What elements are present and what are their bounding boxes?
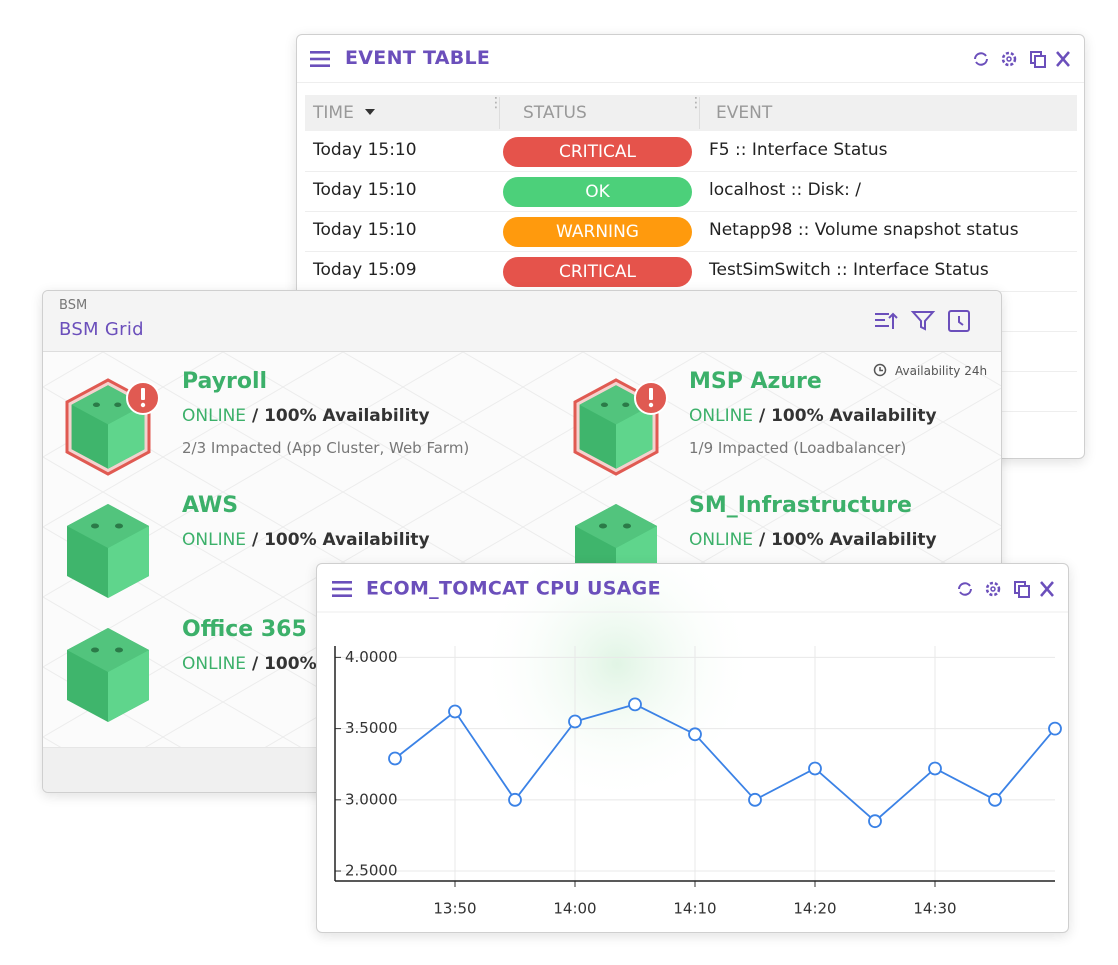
availability: / 100% Availability [251,406,430,426]
data-point [808,761,822,776]
data-point [448,704,462,719]
chart-panel: ECOM_TOMCAT CPU USAGE 2.5000 3.0000 3.5000… [316,563,1069,933]
data-point [748,792,762,807]
chart-title: ECOM_TOMCAT CPU USAGE [366,578,661,600]
availability-window: Availability 24h [895,364,988,378]
column-header[interactable]: TIME [313,103,354,123]
panel-tools[interactable] [971,49,1071,69]
event-cell: localhost :: Disk: / [709,180,861,200]
service-status: ONLINE / 100% Availability [182,406,430,426]
time-cell: Today 15:10 [313,140,417,160]
impacted: 2/3 Impacted (App Cluster, Web Farm) [182,439,470,457]
y-tick-label: 4.0000 [345,648,398,666]
table-row [305,172,1077,212]
event-cell: TestSimSwitch :: Interface Status [709,260,989,280]
time-cell: Today 15:10 [313,180,417,200]
y-tick-label: 3.0000 [345,790,398,808]
status: ONLINE [689,530,754,550]
data-point [1048,721,1062,736]
service-name: Office 365 [182,617,307,642]
x-tick-label: 13:50 [433,900,476,918]
chart: ECOM_TOMCAT CPU USAGE 2.5000 3.0000 3.5000… [317,564,1068,918]
service-name: AWS [182,493,239,518]
status-pill: WARNING [503,217,692,247]
service-icon[interactable] [571,377,671,481]
status-pill: OK [503,177,692,207]
status-pill: CRITICAL [503,257,692,287]
y-tick-label: 2.5000 [345,862,398,880]
service-status: ONLINE / 100% Availability [689,406,937,426]
time-cell: Today 15:09 [313,260,417,280]
status: ONLINE [182,406,247,426]
event-cell: Netapp98 :: Volume snapshot status [709,220,1019,240]
status: ONLINE [689,406,754,426]
column-header[interactable]: STATUS [523,103,587,123]
data-point [868,814,882,829]
x-tick-label: 14:20 [793,900,836,918]
event-cell: F5 :: Interface Status [709,140,888,160]
status-pill: CRITICAL [503,137,692,167]
table-row [305,132,1077,172]
sort-icon [365,109,375,115]
series-line [394,703,1056,823]
panel-title: BSM Grid [59,319,144,340]
service-name: MSP Azure [689,369,822,394]
status: ONLINE [182,530,247,550]
service-icon[interactable] [63,625,163,729]
table-row [305,212,1077,252]
x-tick-label: 14:30 [913,900,956,918]
y-tick-label: 3.5000 [345,719,398,737]
panel-title: EVENT TABLE [345,47,491,69]
col-handle: ⋮ [489,95,503,111]
data-point [628,697,642,712]
section-label: BSM [59,298,88,313]
status: ONLINE [182,654,247,674]
impacted: 1/9 Impacted (Loadbalancer) [689,439,907,457]
availability: / 100% Availability [251,530,430,550]
service-icon[interactable] [63,377,163,481]
availability: / 100% Availability [758,406,937,426]
data-point [988,792,1002,807]
table-header [305,95,1077,131]
service-icon[interactable] [63,501,163,605]
time-cell: Today 15:10 [313,220,417,240]
service-name: Payroll [182,369,268,394]
data-point [508,792,522,807]
service-name: SM_Infrastructure [689,493,912,518]
clock-icon [873,363,887,377]
availability: / 100% Availability [758,530,937,550]
data-point [928,761,942,776]
column-header[interactable]: EVENT [716,103,773,123]
col-handle: ⋮ [689,95,703,111]
service-status: ONLINE / 100% Availability [689,530,937,550]
data-point [388,751,402,766]
x-tick-label: 14:10 [673,900,716,918]
bsm-tools[interactable] [873,309,973,333]
data-point [568,714,582,729]
service-status: ONLINE / 100% Availability [182,530,430,550]
data-point [688,727,702,742]
menu-icon[interactable] [310,51,330,67]
x-tick-label: 14:00 [553,900,596,918]
